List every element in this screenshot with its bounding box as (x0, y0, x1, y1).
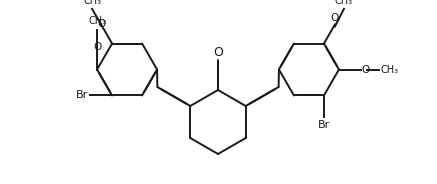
Text: Br: Br (318, 121, 330, 130)
Text: O: O (213, 45, 223, 59)
Text: CH₃: CH₃ (88, 17, 106, 26)
Text: Br: Br (76, 91, 88, 100)
Text: O: O (93, 43, 101, 52)
Text: O: O (331, 13, 339, 24)
Text: O: O (97, 20, 105, 29)
Text: CH₃: CH₃ (83, 0, 101, 6)
Text: O: O (361, 65, 369, 75)
Text: CH₃: CH₃ (381, 65, 399, 75)
Text: CH₃: CH₃ (335, 0, 353, 6)
